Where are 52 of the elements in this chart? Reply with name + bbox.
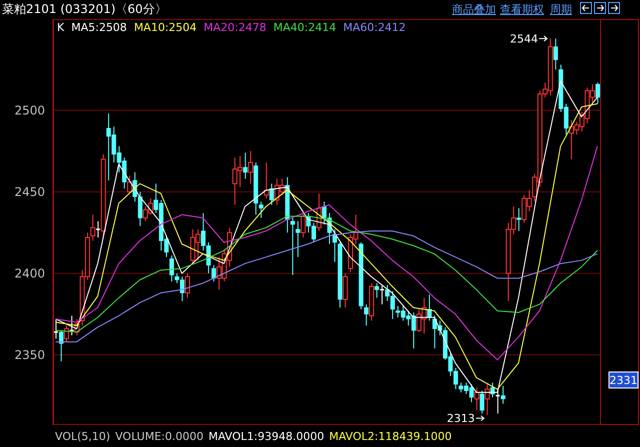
text: MA10:2504 bbox=[134, 21, 197, 34]
candlestick bbox=[169, 254, 174, 282]
candlestick bbox=[127, 175, 132, 194]
legend-title: K bbox=[57, 21, 64, 34]
candlestick bbox=[70, 315, 74, 336]
candlestick bbox=[474, 387, 480, 411]
text: 查看期权 bbox=[500, 2, 544, 17]
candlestick bbox=[258, 201, 264, 218]
text: MA60:2412 bbox=[343, 21, 406, 34]
text: VOL(5,10) bbox=[55, 430, 110, 443]
line-series bbox=[55, 146, 598, 360]
candlestick bbox=[380, 284, 384, 305]
text: VOLUME:0.0000 bbox=[115, 430, 204, 443]
candlestick bbox=[342, 272, 348, 308]
text: MA20:2478 bbox=[204, 21, 266, 34]
candlestick bbox=[500, 385, 506, 404]
candlestick bbox=[374, 282, 380, 298]
candlestick bbox=[516, 208, 522, 232]
text: MA40:2414 bbox=[273, 21, 336, 34]
y-tick-label: 2350 bbox=[14, 348, 45, 362]
annotation: 2544 bbox=[510, 32, 538, 46]
candlestick bbox=[553, 38, 558, 70]
chart-title: 菜粕2101 (033201)〈60分〉 bbox=[2, 1, 167, 18]
text: MAVOL2:118439.1000 bbox=[329, 430, 452, 443]
candlestick bbox=[243, 152, 248, 180]
candlestick bbox=[364, 304, 369, 326]
candlestick bbox=[212, 264, 216, 282]
candlestick bbox=[300, 212, 306, 238]
y-tick-label: 2450 bbox=[14, 185, 45, 200]
line-series bbox=[55, 230, 598, 342]
candlestick bbox=[90, 214, 96, 242]
text: 商品叠加 bbox=[452, 2, 496, 17]
candlestick bbox=[248, 150, 254, 184]
text: MAVOL1:93948.0000 bbox=[208, 430, 324, 443]
candlestick bbox=[296, 220, 300, 258]
y-tick-label: 2500 bbox=[14, 104, 45, 118]
text: 周期 bbox=[550, 2, 572, 17]
text: 2331 bbox=[610, 374, 638, 387]
candlestick bbox=[484, 384, 490, 416]
candlestick bbox=[595, 82, 600, 104]
candlestick bbox=[290, 217, 295, 276]
y-tick-label: 2400 bbox=[14, 266, 45, 281]
candlestick bbox=[480, 390, 484, 414]
text: MA5:2508 bbox=[71, 21, 127, 34]
line-series bbox=[55, 216, 598, 333]
annotation: 2313 bbox=[446, 412, 475, 426]
candlestick bbox=[490, 382, 495, 398]
candlestick bbox=[427, 294, 432, 322]
candlestick bbox=[269, 183, 274, 206]
candlestick bbox=[184, 272, 190, 298]
candlestick bbox=[96, 220, 100, 238]
candlestick bbox=[59, 330, 64, 362]
